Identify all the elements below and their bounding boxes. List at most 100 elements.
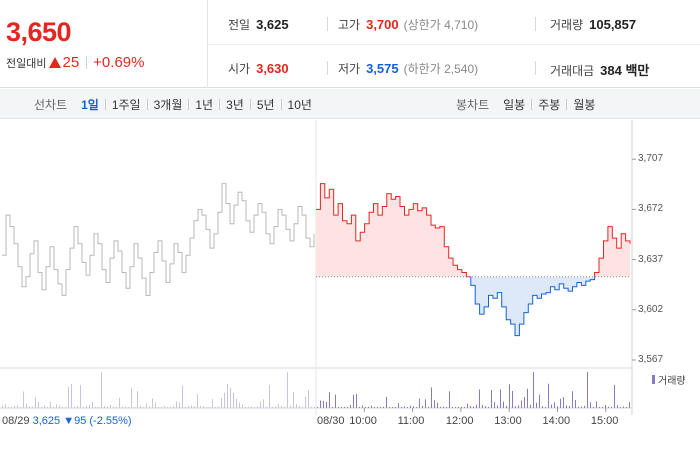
volume-value: 105,857 xyxy=(589,17,637,32)
quote-info-grid: 전일 3,625 고가 3,700 (상한가 4,710) 거래량 105,85… xyxy=(208,0,700,88)
volume-bar xyxy=(59,405,60,408)
volume-bar xyxy=(374,406,375,408)
volume-bar xyxy=(239,402,240,408)
line-tab-5[interactable]: 5년 xyxy=(256,97,275,112)
divider xyxy=(566,98,568,110)
volume-bar xyxy=(566,405,567,408)
volume-bar xyxy=(338,406,339,408)
volume-bar xyxy=(578,406,579,408)
volume-bar xyxy=(5,404,6,408)
volume-bar xyxy=(308,390,309,408)
line-tab-6[interactable]: 10년 xyxy=(287,97,312,112)
divider xyxy=(535,61,536,75)
volume-bar xyxy=(491,390,492,408)
volume-bar xyxy=(599,406,600,408)
volume-bar xyxy=(221,398,222,408)
volume-bar xyxy=(305,396,306,408)
up-triangle-icon xyxy=(49,57,62,68)
volume-bar xyxy=(335,394,336,408)
prev-close-label: 전일 xyxy=(228,18,251,32)
volume-bar xyxy=(521,400,522,408)
volume-bar xyxy=(380,406,381,408)
volume-legend-label: 거래량 xyxy=(658,376,686,387)
divider xyxy=(104,98,106,110)
volume-bar xyxy=(89,404,90,408)
volume-bar xyxy=(182,385,183,408)
volume-bar xyxy=(113,406,114,408)
volume-bar xyxy=(449,391,450,408)
volume-bar xyxy=(47,406,48,408)
candle-tab-0[interactable]: 일봉 xyxy=(503,97,526,112)
volume-bar xyxy=(272,407,273,408)
volume-bar xyxy=(509,384,510,408)
volume-bar xyxy=(455,406,456,408)
y-tick-label: 3,567 xyxy=(638,353,664,365)
low-value: 3,575 xyxy=(366,61,399,76)
volume-bar xyxy=(284,406,285,408)
volume-bar xyxy=(254,406,255,408)
volume-bar xyxy=(545,406,546,408)
volume-bar xyxy=(44,405,45,408)
volume-bar xyxy=(29,406,30,408)
volume-bar xyxy=(407,406,408,408)
open-label: 시가 xyxy=(228,62,251,76)
line-tab-1[interactable]: 1주일 xyxy=(111,97,141,112)
volume-bar xyxy=(242,404,243,408)
volume-bar xyxy=(554,402,555,408)
volume-bar xyxy=(503,401,504,408)
volume-bar xyxy=(593,406,594,408)
prev-day-date: 08/29 xyxy=(2,415,30,427)
line-tab-0[interactable]: 1일 xyxy=(81,97,99,112)
volume-bar xyxy=(107,406,108,408)
volume-bar xyxy=(392,406,393,408)
change-row: 전일대비 25 +0.69% xyxy=(6,54,144,71)
x-tick-label: 11:00 xyxy=(397,415,425,427)
prev-day-pct: (-2.55%) xyxy=(89,415,132,427)
line-chart-label: 선차트 xyxy=(34,97,68,112)
volume-bar xyxy=(230,387,231,408)
volume-bar xyxy=(62,406,63,408)
high-label: 고가 xyxy=(338,18,361,32)
volume-bar xyxy=(434,400,435,408)
volume-bar xyxy=(446,406,447,408)
volume-bar xyxy=(410,405,411,408)
volume-bar xyxy=(500,389,501,408)
line-tab-4[interactable]: 3년 xyxy=(226,97,244,112)
volume-bar xyxy=(533,372,534,408)
volume-label: 거래량 xyxy=(550,18,584,32)
volume-bar xyxy=(608,406,609,408)
volume-bar xyxy=(557,406,558,408)
line-tab-2[interactable]: 3개월 xyxy=(153,97,183,112)
volume-bar xyxy=(440,406,441,408)
volume-bar xyxy=(467,403,468,408)
volume-bar xyxy=(620,406,621,408)
volume-bar xyxy=(419,398,420,408)
y-tick-label: 3,637 xyxy=(638,253,664,265)
candle-tab-1[interactable]: 주봉 xyxy=(538,97,561,112)
volume-bar xyxy=(80,385,81,408)
prev-close-cell: 전일 3,625 xyxy=(228,16,289,33)
volume-bar xyxy=(560,398,561,408)
divider xyxy=(249,98,251,110)
line-tab-3[interactable]: 1년 xyxy=(195,97,214,112)
volume-bar xyxy=(377,406,378,408)
change-percent: +0.69% xyxy=(93,54,145,71)
volume-bar xyxy=(542,406,543,408)
volume-bar xyxy=(104,405,105,408)
volume-bar xyxy=(416,407,417,408)
volume-bar xyxy=(428,406,429,408)
candle-chart-label: 봉차트 xyxy=(456,97,490,112)
volume-bar xyxy=(539,394,540,408)
volume-bar xyxy=(587,371,588,408)
volume-bar xyxy=(518,405,519,408)
volume-bar xyxy=(260,401,261,408)
price-chart[interactable]: 3,707 3,672 3,637 3,602 3,567 08/30 10:00 11:0… xyxy=(0,120,700,450)
volume-bar xyxy=(98,406,99,408)
prev-day-line xyxy=(2,183,315,296)
divider xyxy=(86,56,88,69)
candle-tab-2[interactable]: 월봉 xyxy=(573,97,596,112)
price-summary: 3,650 전일대비 25 +0.69% xyxy=(0,0,208,88)
volume-cell: 거래량 105,857 xyxy=(550,16,636,33)
volume-bar xyxy=(365,406,366,408)
volume-bar xyxy=(350,404,351,408)
